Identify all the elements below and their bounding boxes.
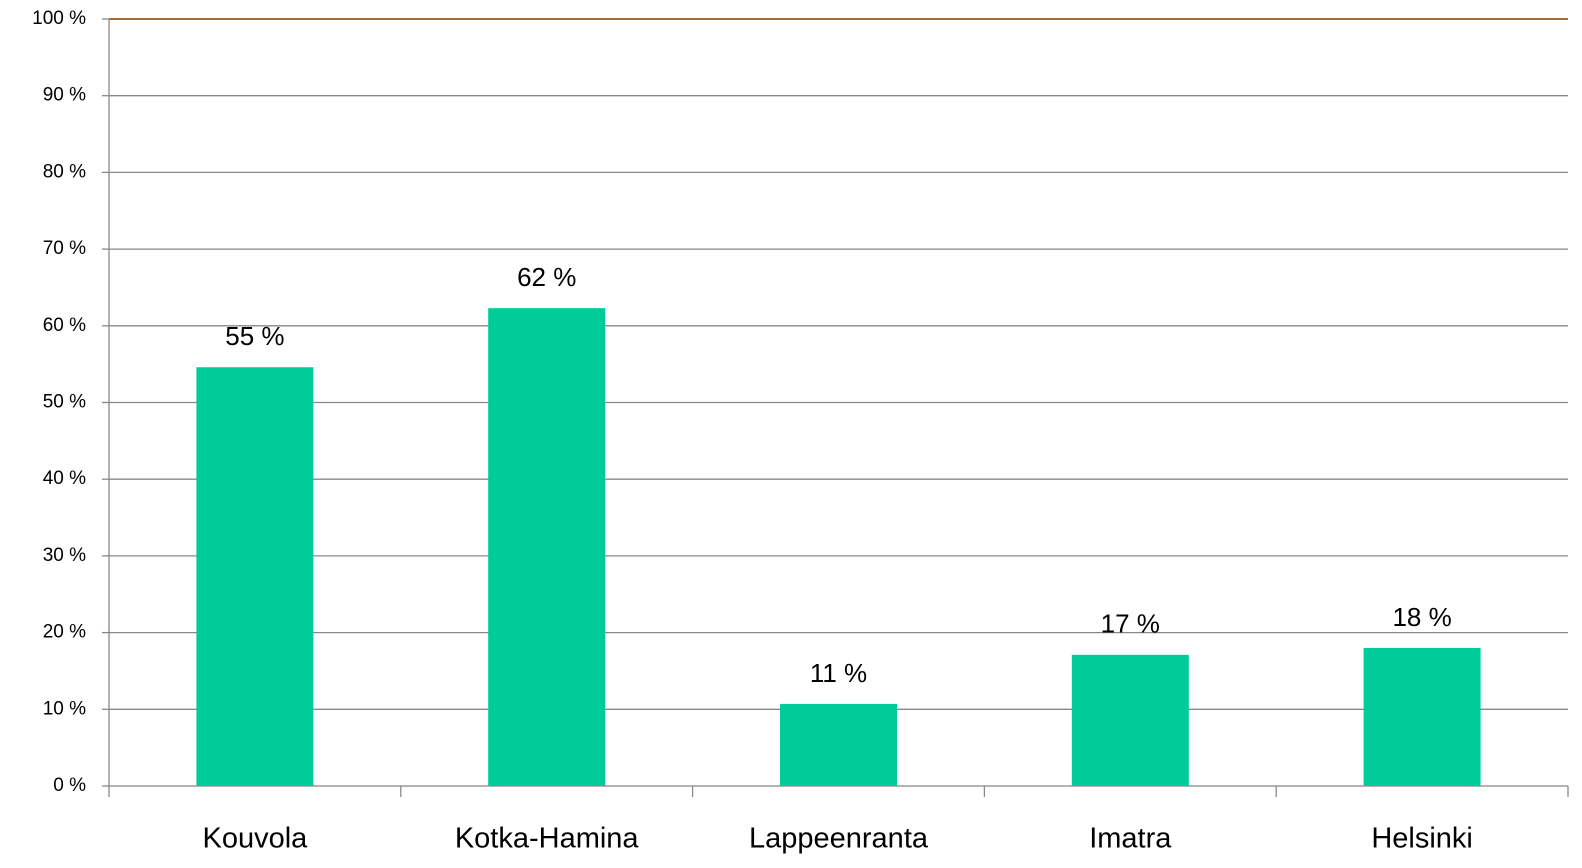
bar (1071, 654, 1189, 786)
x-tick-label: Lappeenranta (749, 823, 929, 855)
bar (488, 308, 606, 786)
y-tick-label: 100 % (32, 8, 86, 29)
y-tick-label: 60 % (43, 315, 86, 336)
data-label: 55 % (225, 321, 284, 351)
y-tick-label: 30 % (43, 545, 86, 566)
y-tick-label: 0 % (53, 775, 86, 796)
y-tick-label: 10 % (43, 698, 86, 719)
y-tick-label: 40 % (43, 468, 86, 489)
x-tick-label: Kotka-Hamina (455, 823, 640, 855)
data-label: 11 % (810, 658, 867, 688)
y-tick-label: 50 % (43, 392, 86, 413)
y-tick-label: 70 % (43, 238, 86, 259)
data-label: 62 % (517, 262, 576, 292)
data-label: 18 % (1392, 602, 1451, 632)
y-tick-label: 90 % (43, 85, 86, 106)
y-tick-label: 80 % (43, 161, 86, 182)
x-tick-label: Imatra (1089, 823, 1172, 855)
x-tick-label: Kouvola (202, 823, 308, 855)
y-tick-label: 20 % (43, 622, 86, 643)
bar (196, 367, 314, 786)
bar (1363, 647, 1481, 786)
bar (780, 703, 897, 786)
x-tick-label: Helsinki (1371, 823, 1473, 855)
data-label: 17 % (1101, 609, 1160, 639)
